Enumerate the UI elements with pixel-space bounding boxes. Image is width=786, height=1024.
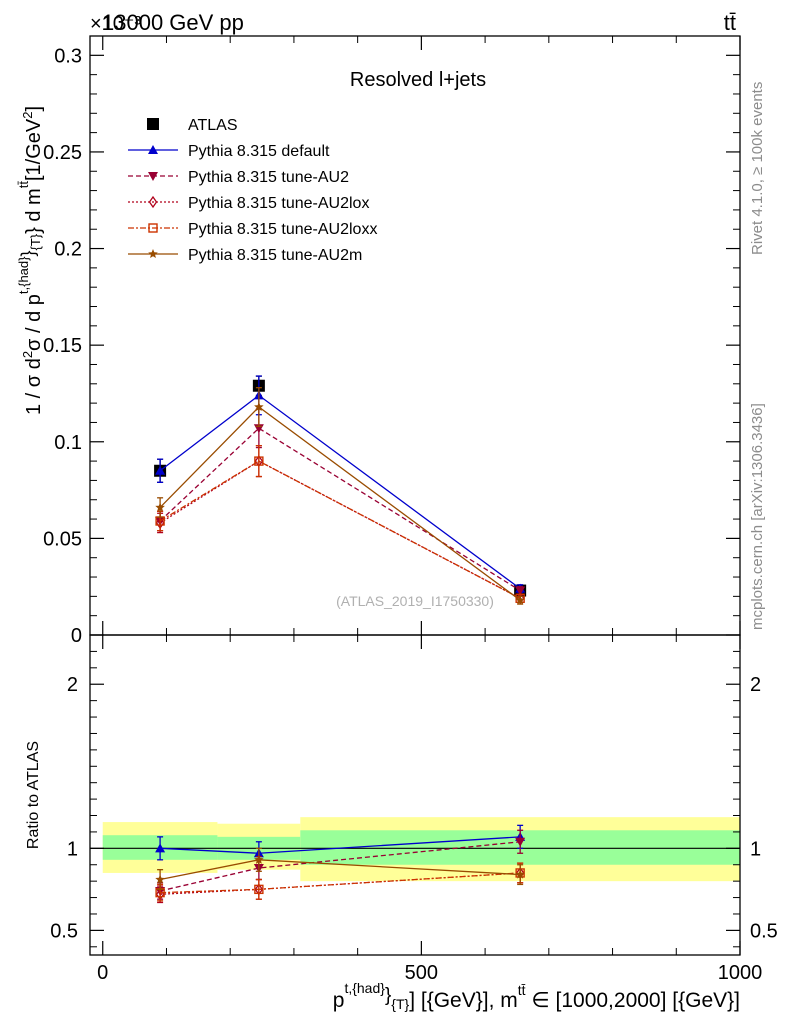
ratio-frame [89,634,741,956]
series-line [159,460,521,599]
series-pythia-8-315-tune-au2loxx [155,444,525,603]
x-label-part: t,{had} [344,980,385,996]
analysis-watermark: (ATLAS_2019_I1750330) [336,593,494,609]
ratio-ticks: 0.5 0.5 1 1 2 2 0 500 1000 [50,635,778,984]
legend-label: Pythia 8.315 default [188,143,330,160]
ratio-series-line [159,841,521,892]
legend-label: ATLAS [188,117,238,134]
x-label-part: tt̄ [518,982,526,998]
legend-label: Pythia 8.315 tune-AU2loxx [188,221,377,238]
y-tick-label: 0.3 [54,45,82,67]
y-tick-label: 0.2 [54,239,82,261]
series-line [159,460,521,599]
y-label-part: 2 [20,351,35,358]
x-label-part: } [385,985,391,1006]
legend: ATLAS Pythia 8.315 default Pythia 8.315 tu… [128,117,377,264]
y-label-part: [1/GeV [23,118,45,181]
legend-entry: Pythia 8.315 tune-AU2lox [128,195,369,212]
ratio-y-tick-label: 1 [67,838,78,860]
rivet-label: Rivet 4.1.0, ≥ 100k events [749,82,766,255]
y-tick-label: 0.05 [43,528,82,550]
legend-entry: Pythia 8.315 tune-AU2loxx [128,221,377,238]
marker-open-square [254,456,264,466]
marker-star [515,595,525,605]
marker-diamond [148,195,158,209]
y-label-part: 2 [20,112,35,119]
x-label-part: {T} [391,996,409,1012]
marker-triangle-up [155,465,166,475]
y-tick-label: 0 [71,625,82,647]
x-tick-label: 0 [97,962,108,984]
ratio-series-layer [155,824,526,904]
y-label-part: } d m [23,188,45,234]
mcplots-label: mcplots.cern.ch [arXiv:1306.3436] [749,403,766,630]
marker-star [254,854,264,864]
series-pythia-8-315-tune-au2m [155,387,525,605]
y-label-part: tt̄ [16,181,31,189]
plot-title: Resolved l+jets [350,69,486,91]
legend-entry: Pythia 8.315 tune-AU2 [128,169,349,186]
collision-title: 13000 GeV pp [102,10,244,35]
marker-star [155,502,165,512]
y-label-part: 1 / σ d [23,358,45,415]
marker-star [148,249,158,258]
x-axis-label: pt,{had}}{T}] [{GeV}], mtt̄ ∈ [1000,2000… [333,980,740,1012]
y-tick-label: 0.25 [43,142,82,164]
marker-triangle-up [148,145,158,154]
x-label-part: ∈ [1000,2000] [{GeV}] [526,989,740,1012]
legend-entry: Pythia 8.315 tune-AU2m [128,247,362,264]
marker-open-square [254,884,264,895]
main-y-ticks: 0 0.05 0.1 0.15 0.2 0.25 0.3 [43,36,741,647]
process-title: tt̄ [724,10,736,35]
y-tick-label: 0.15 [43,335,82,357]
y-label-part: ] [23,106,45,112]
x-label-part: p [333,989,345,1012]
x-tick-label: 1000 [718,962,763,984]
ratio-panel: 0.5 0.5 1 1 2 2 0 500 1000 Ratio to ATLAS pt,{ha… [25,634,778,1012]
series-pythia-8-315-default [155,375,526,594]
y-label-part: {T} [28,233,43,250]
marker-triangle-down [515,586,526,596]
legend-entry: ATLAS [147,117,238,134]
legend-entry: Pythia 8.315 default [128,143,330,160]
main-panel: 0 0.05 0.1 0.15 0.2 0.25 0.3 Resolved l+jets (… [16,35,741,647]
marker-triangle-down [515,837,526,847]
ratio-y-tick-label-right: 1 [750,838,761,860]
y-label-part: σ / d p [23,294,45,351]
ratio-y-tick-label-right: 0.5 [750,920,778,942]
x-tick-label: 500 [405,962,438,984]
main-series-layer [154,375,527,605]
exponent-label: ×10⁻³ [90,13,141,35]
series-pythia-8-315-tune-au2 [155,408,526,596]
marker-star [254,402,264,411]
ratio-series-pythia-8-315-tune-au2m [155,847,525,891]
marker-star [155,874,165,884]
y-label-part: } [18,250,38,256]
marker-triangle-up [155,843,166,853]
series-pythia-8-315-tune-au2lox [155,444,525,605]
marker-star [515,869,525,879]
marker-triangle-down [148,172,158,181]
x-label-part: ] [{GeV}], m [409,989,518,1012]
marker-open-square [148,223,158,233]
ratio-y-tick-label: 2 [67,674,78,696]
ratio-y-tick-label-right: 2 [750,674,761,696]
marker-square [147,118,159,130]
ratio-y-tick-label: 0.5 [50,920,78,942]
legend-label: Pythia 8.315 tune-AU2lox [188,195,369,212]
ratio-y-axis-label: Ratio to ATLAS [25,741,42,849]
main-y-axis-label: 1 / σ d2σ / d pt,{had}}{T}} d mtt̄[1/GeV… [16,106,45,415]
legend-label: Pythia 8.315 tune-AU2 [188,169,349,186]
y-tick-label: 0.1 [54,432,82,454]
y-label-part: t,{had} [16,256,31,294]
legend-label: Pythia 8.315 tune-AU2m [188,247,362,264]
